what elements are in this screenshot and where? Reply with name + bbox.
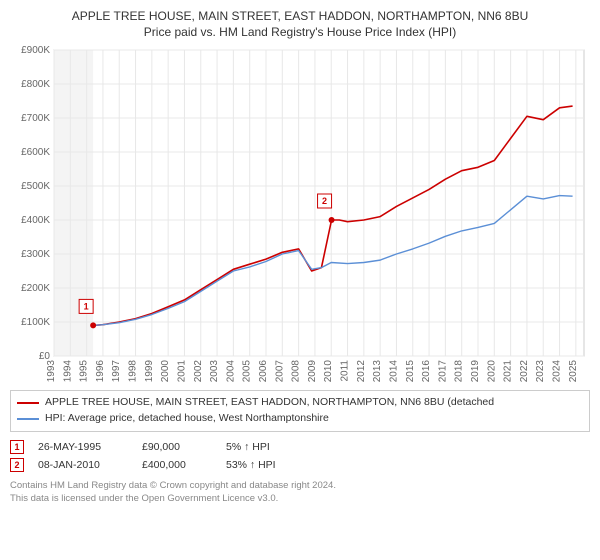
- svg-text:2001: 2001: [176, 360, 187, 383]
- svg-text:1993: 1993: [46, 360, 57, 383]
- svg-text:2020: 2020: [486, 360, 497, 383]
- annotation-row: 1 26-MAY-1995 £90,000 5% ↑ HPI: [10, 438, 590, 456]
- svg-text:£600K: £600K: [21, 147, 50, 158]
- svg-text:£900K: £900K: [21, 45, 50, 56]
- svg-text:2015: 2015: [405, 360, 416, 383]
- svg-text:2021: 2021: [503, 360, 514, 383]
- svg-text:2012: 2012: [356, 360, 367, 383]
- annotation-table: 1 26-MAY-1995 £90,000 5% ↑ HPI 2 08-JAN-2010 £…: [10, 438, 590, 474]
- title-line2: Price paid vs. HM Land Registry's House …: [10, 24, 590, 40]
- legend-item: APPLE TREE HOUSE, MAIN STREET, EAST HADD…: [17, 395, 583, 411]
- legend-swatch: [17, 418, 39, 420]
- svg-text:2019: 2019: [470, 360, 481, 383]
- svg-text:2000: 2000: [160, 360, 171, 383]
- title-line1: APPLE TREE HOUSE, MAIN STREET, EAST HADD…: [10, 8, 590, 24]
- svg-text:2023: 2023: [535, 360, 546, 383]
- footer: Contains HM Land Registry data © Crown c…: [10, 480, 590, 506]
- svg-text:2014: 2014: [388, 360, 399, 383]
- svg-text:2016: 2016: [421, 360, 432, 383]
- svg-text:£200K: £200K: [21, 283, 50, 294]
- annotation-pct: 53% ↑ HPI: [226, 459, 306, 471]
- chart-title: APPLE TREE HOUSE, MAIN STREET, EAST HADD…: [10, 8, 590, 40]
- svg-text:2003: 2003: [209, 360, 220, 383]
- legend: APPLE TREE HOUSE, MAIN STREET, EAST HADD…: [10, 390, 590, 432]
- svg-text:2018: 2018: [454, 360, 465, 383]
- svg-text:1: 1: [84, 302, 89, 312]
- svg-text:£100K: £100K: [21, 317, 50, 328]
- svg-text:2017: 2017: [437, 360, 448, 383]
- chart-area: £0£100K£200K£300K£400K£500K£600K£700K£80…: [10, 44, 590, 384]
- annotation-price: £90,000: [142, 441, 212, 453]
- annotation-price: £400,000: [142, 459, 212, 471]
- svg-text:1995: 1995: [79, 360, 90, 383]
- svg-text:£400K: £400K: [21, 215, 50, 226]
- svg-text:1996: 1996: [95, 360, 106, 383]
- svg-text:2025: 2025: [568, 360, 579, 383]
- annotation-badge: 1: [10, 440, 24, 454]
- svg-text:2004: 2004: [225, 360, 236, 383]
- svg-text:2002: 2002: [193, 360, 204, 383]
- svg-text:2022: 2022: [519, 360, 530, 383]
- legend-label: HPI: Average price, detached house, West…: [45, 411, 329, 427]
- annotation-pct: 5% ↑ HPI: [226, 441, 306, 453]
- annotation-date: 26-MAY-1995: [38, 441, 128, 453]
- svg-text:£500K: £500K: [21, 181, 50, 192]
- annotation-date: 08-JAN-2010: [38, 459, 128, 471]
- svg-text:1999: 1999: [144, 360, 155, 383]
- line-chart-svg: £0£100K£200K£300K£400K£500K£600K£700K£80…: [10, 44, 590, 384]
- legend-swatch: [17, 402, 39, 404]
- svg-text:2008: 2008: [291, 360, 302, 383]
- svg-text:2006: 2006: [258, 360, 269, 383]
- svg-text:2011: 2011: [340, 360, 351, 382]
- svg-text:1997: 1997: [111, 360, 122, 383]
- svg-text:2024: 2024: [552, 360, 563, 383]
- svg-text:2007: 2007: [274, 360, 285, 383]
- svg-text:£800K: £800K: [21, 79, 50, 90]
- annotation-row: 2 08-JAN-2010 £400,000 53% ↑ HPI: [10, 456, 590, 474]
- legend-item: HPI: Average price, detached house, West…: [17, 411, 583, 427]
- footer-line2: This data is licensed under the Open Gov…: [10, 493, 590, 506]
- svg-text:1994: 1994: [62, 360, 73, 383]
- svg-text:2009: 2009: [307, 360, 318, 383]
- footer-line1: Contains HM Land Registry data © Crown c…: [10, 480, 590, 493]
- svg-text:2: 2: [322, 196, 327, 206]
- svg-text:2010: 2010: [323, 360, 334, 383]
- svg-text:2013: 2013: [372, 360, 383, 383]
- svg-text:£700K: £700K: [21, 113, 50, 124]
- svg-text:1998: 1998: [128, 360, 139, 383]
- annotation-badge: 2: [10, 458, 24, 472]
- svg-text:2005: 2005: [242, 360, 253, 383]
- svg-text:£300K: £300K: [21, 249, 50, 260]
- legend-label: APPLE TREE HOUSE, MAIN STREET, EAST HADD…: [45, 395, 494, 411]
